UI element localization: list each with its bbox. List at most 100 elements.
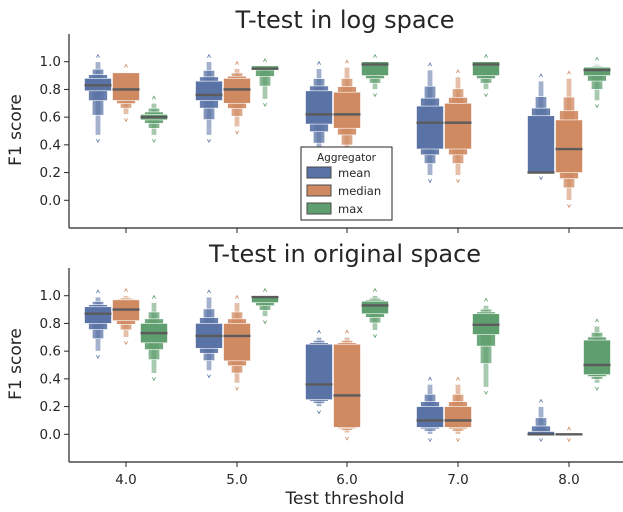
outlier-marker	[456, 69, 460, 74]
box-level	[223, 78, 251, 104]
outlier-marker	[373, 53, 377, 58]
outlier-marker	[152, 294, 156, 299]
outlier-marker	[124, 287, 128, 292]
outlier-marker	[484, 93, 488, 98]
box-mean-6.0	[305, 60, 333, 167]
y-tick-label: 0.8	[40, 316, 61, 332]
box-level	[333, 91, 361, 129]
box-median-8.0	[555, 70, 583, 209]
outlier-marker	[152, 138, 156, 144]
box-level	[195, 80, 223, 101]
box-level	[305, 90, 333, 125]
box-max-6.0	[361, 53, 389, 98]
outlier-marker	[263, 287, 267, 292]
outlier-marker	[595, 318, 599, 323]
outlier-marker	[484, 390, 488, 396]
outlier-marker	[345, 59, 349, 64]
legend: Aggregator mean median max	[300, 146, 393, 221]
box-max-4.0	[140, 95, 168, 144]
box-level	[527, 115, 555, 173]
outlier-marker	[373, 93, 377, 98]
outlier-marker	[263, 320, 267, 325]
outlier-marker	[263, 58, 267, 63]
outlier-marker	[124, 118, 128, 123]
y-tick-label: 0.0	[40, 427, 61, 443]
outlier-marker	[539, 176, 543, 181]
box-mean-7.0	[416, 376, 444, 443]
y-tick-label: 0.6	[40, 110, 61, 126]
box-median-5.0	[223, 60, 251, 135]
outlier-marker	[539, 438, 543, 443]
outlier-marker	[428, 438, 432, 443]
box-median-6.0	[333, 329, 361, 441]
bottom-axes: 0.0 0.2 0.4 0.6 0.8 1.0 4.0 5.0 6.0 7.0 8.0	[40, 268, 623, 488]
box-max-6.0	[361, 287, 389, 339]
legend-label-mean: mean	[338, 166, 371, 180]
panel-bottom: T-test in original space F1 score 0.0 0.2…	[6, 240, 623, 509]
box-mean-7.0	[416, 62, 444, 184]
outlier-marker	[207, 53, 211, 58]
outlier-marker	[263, 102, 267, 107]
x-tick-label: 4.0	[115, 472, 136, 488]
top-y-axis-label: F1 score	[6, 94, 26, 166]
outlier-marker	[595, 56, 599, 61]
box-max-7.0	[472, 297, 500, 396]
box-level	[444, 102, 472, 150]
box-median-6.0	[333, 59, 361, 167]
top-axes: 0.0 0.2 0.4 0.6 0.8 1.0	[40, 34, 623, 233]
box-level	[333, 343, 361, 428]
outlier-marker	[345, 329, 349, 334]
box-max-5.0	[251, 287, 279, 325]
x-tick-label: 8.0	[558, 472, 579, 488]
outlier-marker	[539, 73, 543, 78]
bottom-plot-area	[84, 287, 611, 443]
outlier-marker	[567, 204, 571, 209]
outlier-marker	[235, 386, 239, 391]
outlier-marker	[484, 297, 488, 302]
outlier-marker	[96, 289, 100, 294]
outlier-marker	[207, 374, 211, 379]
outlier-marker	[207, 138, 211, 144]
box-level	[444, 406, 472, 428]
outlier-marker	[317, 329, 321, 334]
outlier-marker	[595, 104, 599, 109]
outlier-marker	[124, 63, 128, 68]
outlier-marker	[428, 62, 432, 67]
legend-swatch-mean	[306, 166, 332, 179]
outlier-marker	[235, 294, 239, 299]
y-tick-label: 0.4	[40, 137, 61, 153]
top-chart-title: T-test in log space	[235, 6, 455, 34]
box-median-7.0	[444, 376, 472, 443]
box-mean-5.0	[195, 289, 223, 379]
box-level	[583, 66, 611, 76]
box-mean-8.0	[527, 73, 555, 181]
y-tick-label: 0.6	[40, 344, 61, 360]
box-max-8.0	[583, 318, 611, 391]
y-tick-label: 0.2	[40, 399, 61, 415]
outlier-marker	[567, 438, 571, 443]
outlier-marker	[96, 138, 100, 144]
outlier-marker	[456, 376, 460, 381]
box-level	[223, 323, 251, 362]
bottom-chart-title: T-test in original space	[208, 240, 481, 268]
outlier-marker	[456, 179, 460, 184]
outlier-marker	[317, 60, 321, 65]
legend-swatch-max	[306, 202, 332, 215]
outlier-marker	[317, 410, 321, 415]
outlier-marker	[152, 95, 156, 100]
legend-label-max: max	[338, 202, 363, 216]
box-level	[583, 339, 611, 375]
box-mean-5.0	[195, 53, 223, 144]
y-tick-label: 1.0	[40, 54, 61, 70]
outlier-marker	[373, 334, 377, 339]
outlier-marker	[595, 386, 599, 391]
y-tick-label: 0.4	[40, 371, 61, 387]
box-max-5.0	[251, 58, 279, 107]
box-median-7.0	[444, 69, 472, 184]
box-median-5.0	[223, 294, 251, 391]
box-max-8.0	[583, 56, 611, 109]
box-mean-8.0	[527, 398, 555, 443]
legend-title: Aggregator	[317, 152, 377, 164]
y-tick-label: 0.0	[40, 193, 61, 209]
